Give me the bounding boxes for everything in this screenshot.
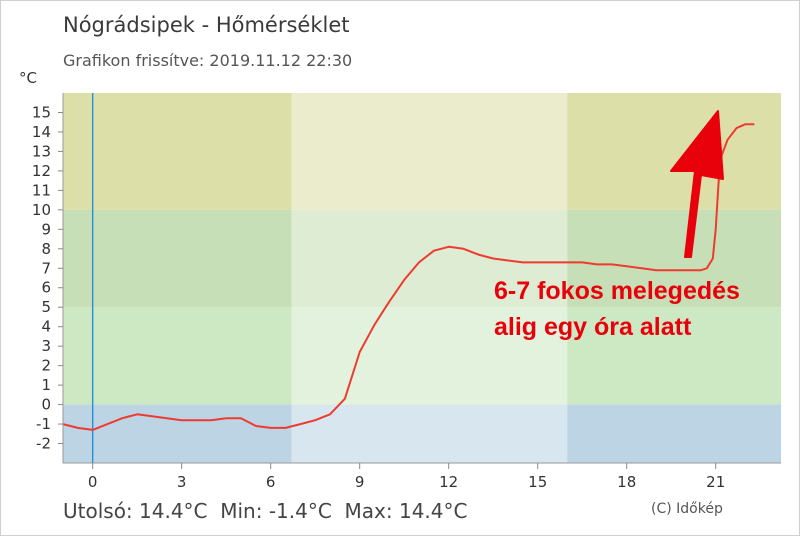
x-tick-label: 0 [88,473,98,491]
y-tick-label: 11 [32,181,51,199]
y-tick-label: 2 [41,357,51,375]
x-tick-label: 9 [355,473,365,491]
series-line-0 [62,123,755,431]
credit-text: (C) Időkép [651,501,723,517]
y-tick-label: 13 [32,142,51,160]
y-tick-label: 5 [41,298,51,316]
x-tick-label: 3 [177,473,187,491]
annotation-line-1: 6-7 fokos melegedés [494,277,740,305]
y-tick-label: 4 [41,318,51,336]
x-tick-label: 6 [266,473,276,491]
axes [62,93,781,464]
color-band-3 [63,93,781,210]
y-tick-label: 10 [32,201,51,219]
annotation-arrow-group [670,110,724,258]
summary-stats: Utolsó: 14.4°C Min: -1.4°C Max: 14.4°C [63,499,468,523]
color-band-1 [63,307,781,405]
y-tick-label: 3 [41,337,51,355]
y-tick-label: 0 [41,396,51,414]
series-group [62,123,755,431]
x-tick-label: 18 [617,473,636,491]
y-tick-label: -2 [36,435,51,453]
y-tick-label: 8 [41,240,51,258]
color-bands [63,93,781,463]
color-band-2 [63,209,781,308]
y-tick-label: 12 [32,162,51,180]
y-tick-label: 14 [32,123,51,141]
annotation-line-2: alig egy óra alatt [494,313,692,341]
x-tick-labels: 0 3 6 9 12 15 18 21 [88,463,725,491]
x-tick-label: 12 [439,473,458,491]
updated-timestamp: Grafikon frissítve: 2019.11.12 22:30 [63,51,353,70]
y-axis-unit: °C [19,69,37,87]
y-tick-label: 15 [32,103,51,121]
color-band-0 [63,404,781,463]
daylight-overlay [291,93,568,463]
chart-title: Nógrádsipek - Hőmérséklet [63,13,350,37]
annotation-arrow [670,110,724,258]
x-tick-label: 21 [706,473,725,491]
x-tick-label: 15 [528,473,547,491]
y-tick-label: 9 [41,220,51,238]
y-tick-label: -1 [36,415,51,433]
y-tick-label: 1 [41,376,51,394]
y-tick-label: 6 [41,279,51,297]
y-tick-label: 7 [41,259,51,277]
daylight-region [291,93,568,463]
